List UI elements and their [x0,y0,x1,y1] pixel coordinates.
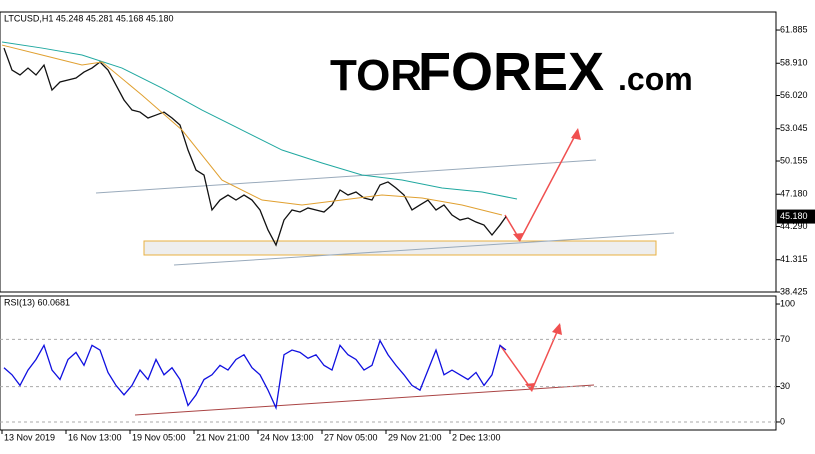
y-tick-label: 50.155 [780,155,808,165]
panel-title: LTCUSD,H1 45.248 45.281 45.168 45.180 [4,13,173,23]
series-line [3,338,507,411]
y-tick-label: 58.910 [780,58,808,68]
panel-title: RSI(13) 60.0681 [4,297,70,307]
forecast-arrow [504,129,579,242]
x-tick-label: 29 Nov 21:00 [388,432,442,442]
y-tick-label: 38.425 [780,286,808,296]
series-line [1,44,503,216]
x-tick-label: 19 Nov 05:00 [132,432,186,442]
y-tick-label: 47.180 [780,189,808,199]
price-label: 45.180 [780,211,808,221]
x-tick-label: 13 Nov 2019 [4,432,55,442]
series-line [3,47,507,247]
logo-com: .com [618,61,693,97]
x-tick-label: 24 Nov 13:00 [260,432,314,442]
arrow-head [513,233,523,242]
y-tick-label: 41.315 [780,254,808,264]
arrow-head [571,128,581,140]
rsi-panel [0,295,777,431]
main-panel [0,11,777,293]
arrow-head [525,383,535,392]
arrow-head [552,323,562,335]
logo-forex: FOREX [418,42,604,102]
trend-line [95,159,597,194]
y-tick-label: 56.020 [780,90,808,100]
x-tick-label: 27 Nov 05:00 [324,432,378,442]
rsi-trend-line [134,384,595,416]
y-tick-label: 0 [780,416,785,426]
y-tick-label: 100 [780,298,795,308]
forecast-arrow [499,324,561,392]
y-tick-label: 44.290 [780,221,808,231]
x-tick-label: 2 Dec 13:00 [452,432,501,442]
y-tick-label: 30 [780,381,790,391]
x-tick-label: 16 Nov 13:00 [68,432,122,442]
trend-line [173,232,675,266]
y-tick-label: 53.045 [780,123,808,133]
y-tick-label: 61.885 [780,24,808,34]
support-zone [143,240,657,256]
series-line [1,41,518,200]
logo-tor: TOR [330,51,422,100]
price-box [777,209,815,224]
x-tick-label: 21 Nov 21:00 [196,432,250,442]
y-tick-label: 70 [780,334,790,344]
